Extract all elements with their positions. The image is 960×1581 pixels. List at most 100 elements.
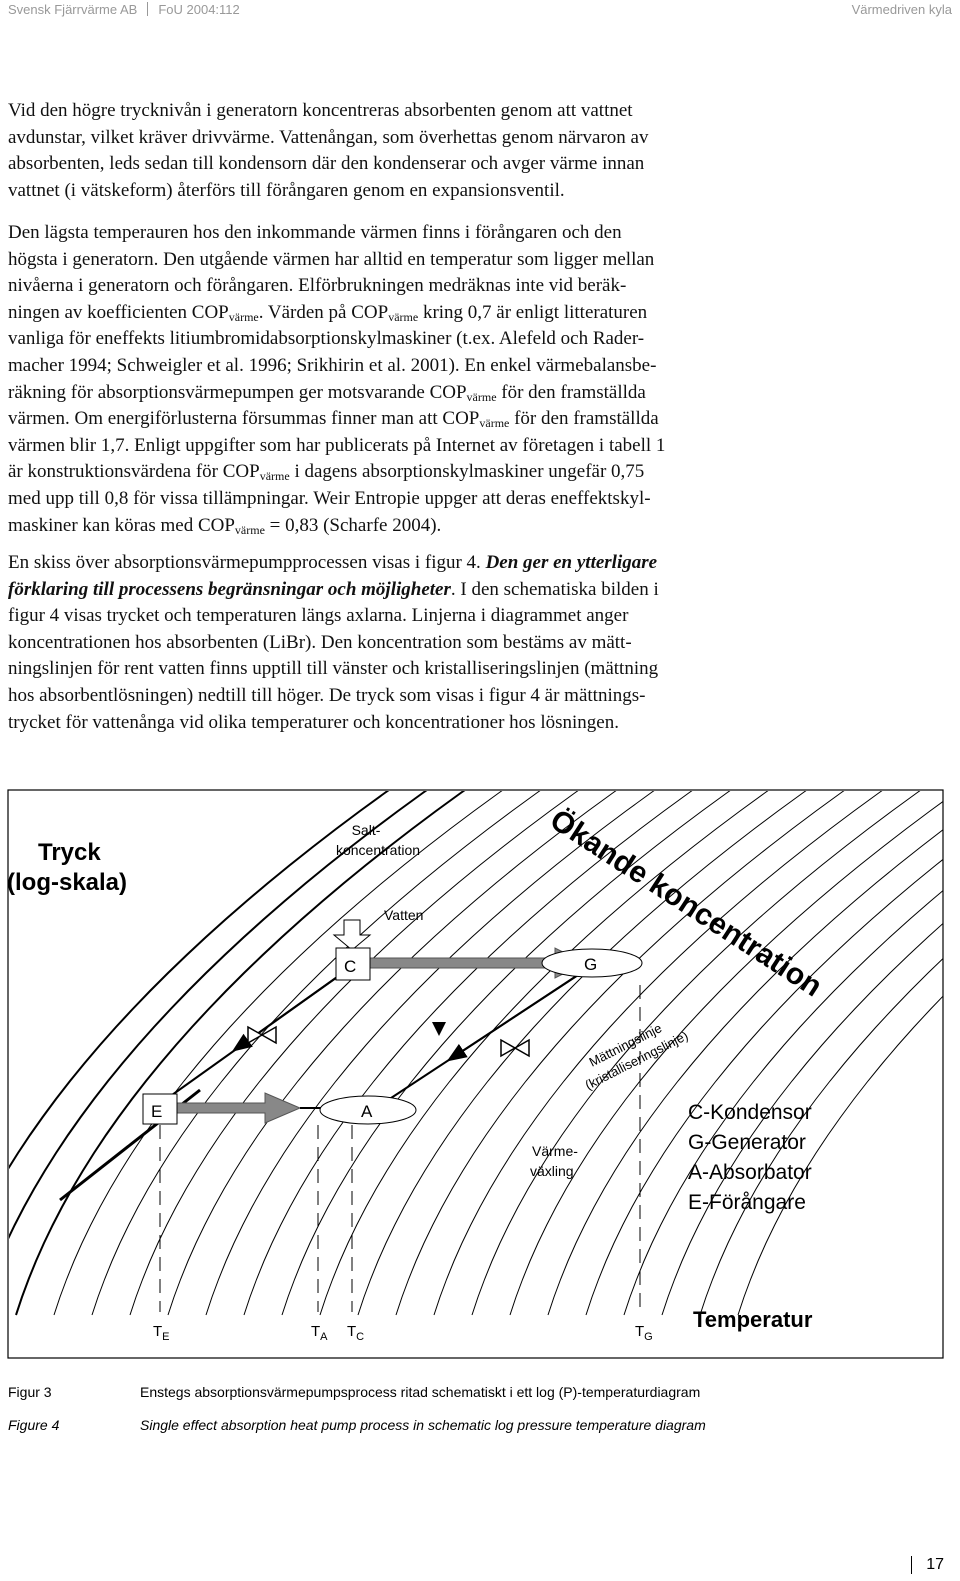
axis-label: (log-skala) — [7, 869, 127, 896]
text-run: för den framställda — [509, 408, 659, 430]
subscript: värme — [466, 389, 497, 404]
flow-marker — [432, 1022, 446, 1036]
legend-entry: A-Absorbator — [688, 1161, 812, 1184]
emphasis: förklaring till processens begränsningar… — [8, 578, 451, 600]
caption-label: Figure 4 — [8, 1417, 60, 1433]
concentration-line — [699, 957, 943, 1316]
text-line: koncentrationen hos absorbenten (LiBr). … — [8, 630, 659, 657]
text-line: avdunstar, vilket kräver drivvärme. Vatt… — [8, 125, 648, 152]
tick-sub: E — [162, 1331, 169, 1343]
concentration-line — [129, 791, 579, 1316]
tick-sub: A — [320, 1331, 328, 1343]
text-run: nivåerna i generatorn och förångaren. El… — [8, 275, 627, 297]
text-line: hos absorbentlösningen) nedtill till hög… — [8, 683, 659, 710]
diagram-label: koncentration — [336, 842, 420, 858]
text-run: värmen. Om energiförlusterna försummas f… — [8, 408, 480, 430]
text-line: värmen blir 1,7. Enligt uppgifter som ha… — [8, 433, 665, 460]
figure: C G E A Tryck (log-skala) Salt-koncentration Va… — [7, 789, 944, 1359]
text-line: ningslinjen för rent vatten finns upptil… — [8, 656, 659, 683]
text-run: ningslinjen för rent vatten finns upptil… — [8, 658, 659, 680]
diagram-label: Värme- — [532, 1143, 578, 1159]
text-run: vattnet (i vätskeform) återförs till för… — [8, 179, 565, 201]
concentration-line — [15, 791, 466, 1316]
subscript: värme — [388, 309, 419, 324]
diagram-label: Salt- — [352, 822, 381, 838]
concentration-line — [9, 791, 390, 1170]
diagram-label: växling — [530, 1163, 574, 1179]
text-run: högsta i generatorn. Den utgående värmen… — [8, 248, 655, 270]
axis-label: Temperatur — [693, 1307, 813, 1332]
header-left: Svensk Fjärrvärme AB FoU 2004:112 — [8, 2, 240, 17]
text-run: för den framställda — [496, 381, 646, 403]
text-run: koncentrationen hos absorbenten (LiBr). … — [8, 631, 632, 653]
concentration-lines — [9, 791, 943, 1316]
diagram-label: C — [344, 957, 356, 976]
concentration-line — [357, 791, 807, 1316]
concentration-line — [585, 858, 943, 1316]
heat-arrow — [174, 1092, 302, 1124]
text-line: maskiner kan köras med COPvärme = 0,83 (… — [8, 513, 665, 540]
node-box — [335, 947, 371, 981]
paragraph: En skiss över absorptionsvärmepumpproces… — [8, 550, 659, 736]
diagram-label: E — [151, 1102, 162, 1121]
text-run: = 0,83 (Scharfe 2004). — [264, 514, 442, 536]
concentration-line — [395, 791, 845, 1316]
temperature-tick: TA — [311, 1323, 328, 1343]
text-run: . I den schematiska bilden i — [450, 578, 659, 600]
subscript: värme — [234, 522, 265, 537]
text-line: macher 1994; Schweigler et al. 1996; Sri… — [8, 353, 665, 380]
node-box — [319, 1095, 417, 1125]
water-arrow — [332, 919, 372, 951]
temperature-tick: TC — [347, 1323, 364, 1343]
subscript: värme — [228, 309, 259, 324]
text-run: trycket för vattenånga vid olika tempera… — [8, 711, 619, 733]
concentration-line — [319, 791, 769, 1316]
caption-text: Single effect absorption heat pump proce… — [140, 1417, 706, 1433]
diagram-label: A — [361, 1102, 373, 1121]
tick-main: T — [311, 1323, 320, 1340]
concentration-line — [243, 791, 693, 1316]
header-report: FoU 2004:112 — [158, 2, 240, 17]
text-line: ningen av koefficienten COPvärme. Värden… — [8, 300, 665, 327]
paragraph: Den lägsta temperauren hos den inkommand… — [8, 220, 665, 539]
text-line: Den lägsta temperauren hos den inkommand… — [8, 220, 665, 247]
text-line: vattnet (i vätskeform) återförs till för… — [8, 178, 648, 205]
text-run: räkning för absorptionsvärmepumpen ger m… — [8, 381, 467, 403]
concentration-line — [9, 791, 428, 1240]
text-run: hos absorbentlösningen) nedtill till hög… — [8, 684, 646, 706]
text-run: absorbenten, leds sedan till kondensorn … — [8, 153, 645, 175]
text-run: i dagens absorptionskylmaskiner ungefär … — [289, 461, 645, 483]
tick-main: T — [153, 1323, 162, 1340]
text-line: värmen. Om energiförlusterna försummas f… — [8, 406, 665, 433]
text-run: är konstruktionsvärdena för COP — [8, 461, 260, 483]
text-run: värmen blir 1,7. Enligt uppgifter som ha… — [8, 434, 666, 456]
legend-entry: G-Generator — [688, 1131, 806, 1154]
text-line: med upp till 0,8 för vissa tillämpningar… — [8, 486, 665, 513]
text-run: kring 0,7 är enligt litteraturen — [418, 301, 648, 323]
text-run: . Värden på COP — [258, 301, 389, 323]
process-line — [446, 974, 579, 1062]
text-line: förklaring till processens begränsningar… — [8, 577, 659, 604]
concentration-line — [167, 791, 617, 1316]
concentration-line — [547, 829, 943, 1316]
text-run: avdunstar, vilket kräver drivvärme. Vatt… — [8, 126, 649, 148]
paragraph: Vid den högre trycknivån i generatorn ko… — [8, 98, 648, 204]
text-line: En skiss över absorptionsvärmepumpproces… — [8, 550, 659, 577]
text-line: är konstruktionsvärdena för COPvärme i d… — [8, 459, 665, 486]
valve — [500, 1038, 530, 1058]
legend-entry: C-Kondensor — [688, 1101, 812, 1124]
text-run: maskiner kan köras med COP — [8, 514, 235, 536]
concentration-line — [281, 791, 731, 1316]
diagram-label: G — [584, 955, 597, 974]
subscript: värme — [479, 416, 510, 431]
node-box — [541, 948, 643, 978]
text-run: macher 1994; Schweigler et al. 1996; Sri… — [8, 354, 657, 376]
tick-sub: C — [356, 1331, 364, 1343]
tick-main: T — [635, 1323, 644, 1340]
text-run: vanliga för eneffekts litiumbromidabsorp… — [8, 328, 645, 350]
concentration-line — [661, 922, 943, 1316]
tick-main: T — [347, 1323, 356, 1340]
text-run: ningen av koefficienten COP — [8, 301, 229, 323]
text-line: högsta i generatorn. Den utgående värmen… — [8, 247, 665, 274]
text-run: En skiss över absorptionsvärmepumpproces… — [8, 552, 486, 573]
